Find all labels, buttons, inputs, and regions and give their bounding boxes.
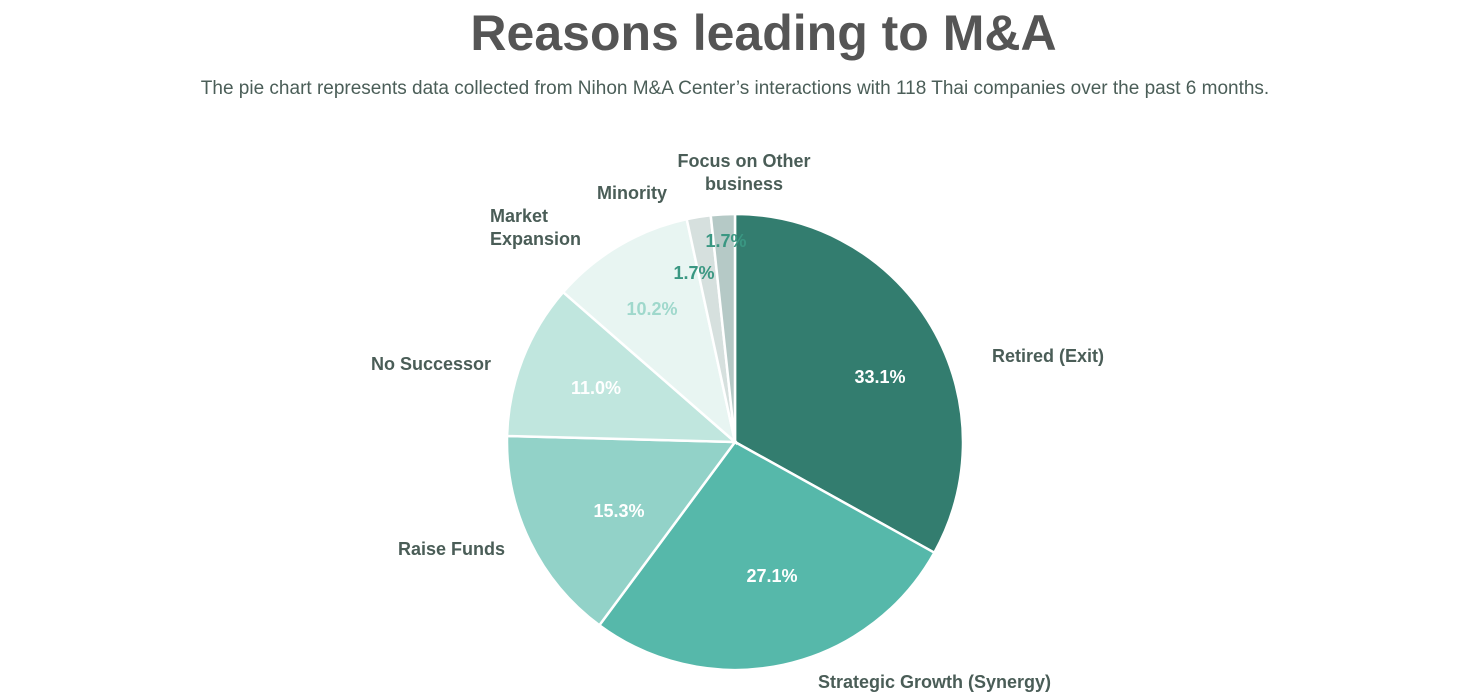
slice-value-label: 1.7% — [673, 263, 714, 283]
slice-category-label: Raise Funds — [398, 539, 505, 559]
pie-slice — [505, 434, 738, 628]
slice-value-label: 1.7% — [705, 231, 746, 251]
chart-subtitle: The pie chart represents data collected … — [200, 78, 1270, 99]
pie-slice — [505, 290, 739, 444]
slice-category-label: Retired (Exit) — [992, 346, 1104, 366]
pie-slice — [709, 212, 737, 443]
slice-value-label: 33.1% — [854, 367, 905, 387]
slice-category-label: Market Expansion — [490, 206, 581, 249]
slice-value-label: 27.1% — [746, 566, 797, 586]
slice-value-label: 11.0% — [571, 378, 621, 398]
pie-slice — [733, 212, 965, 555]
pie-slice — [597, 440, 937, 672]
slice-category-label: Focus on Other business — [677, 151, 810, 194]
slice-value-label: 10.2% — [626, 299, 677, 319]
slice-category-label: Strategic Growth (Synergy) — [818, 672, 1051, 692]
slice-value-label: 15.3% — [593, 501, 644, 521]
chart-title: Reasons leading to M&A — [470, 5, 1057, 61]
slice-category-label: Minority — [597, 183, 667, 203]
pie-slice — [561, 217, 738, 446]
slice-category-label: No Successor — [371, 354, 491, 374]
